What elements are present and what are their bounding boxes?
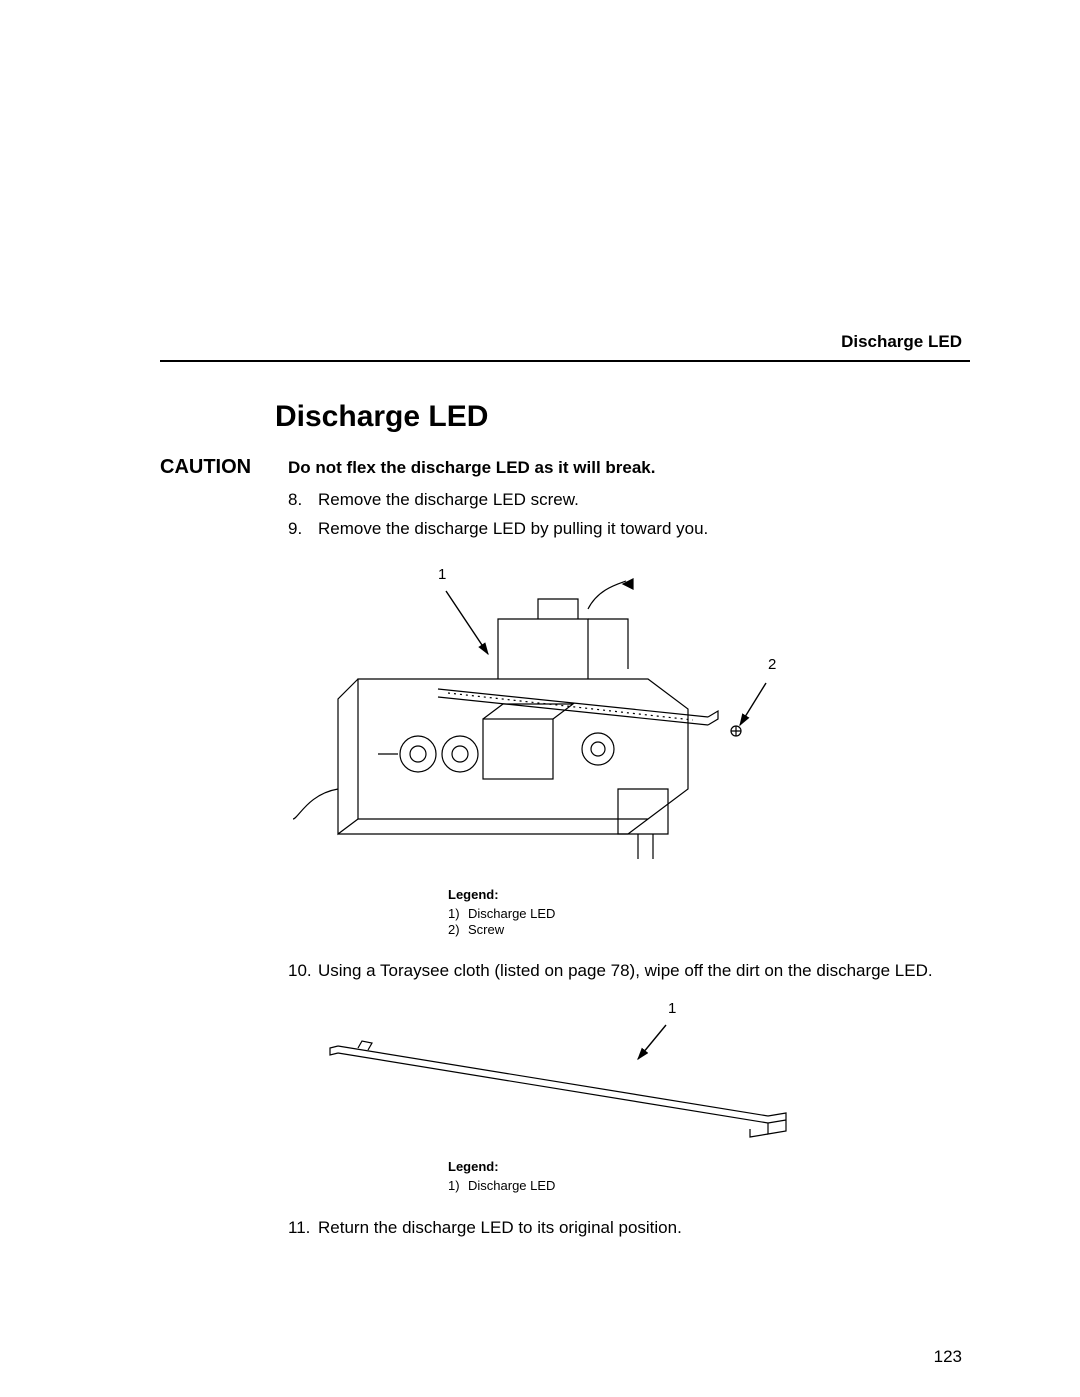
step-item: 9. Remove the discharge LED by pulling i… [288,518,970,541]
document-page: Discharge LED Discharge LED CAUTION Do n… [0,0,1080,1397]
steps-list-c: 11. Return the discharge LED to its orig… [288,1217,970,1240]
steps-list-a: 8. Remove the discharge LED screw. 9. Re… [288,489,970,541]
figure-1-legend: Legend: 1)Discharge LED 2)Screw [448,887,970,939]
step-item: 11. Return the discharge LED to its orig… [288,1217,970,1240]
step-item: 8. Remove the discharge LED screw. [288,489,970,512]
step-number: 8. [288,489,318,512]
caution-label: CAUTION [160,456,288,479]
step-text: Using a Toraysee cloth (listed on page 7… [318,960,933,983]
figure-2-svg: 1 [288,1001,828,1151]
section-title: Discharge LED [275,400,970,434]
step-number: 11. [288,1217,318,1240]
caution-row: CAUTION Do not flex the discharge LED as… [160,456,970,479]
figure-1-svg: 1 2 [288,559,828,879]
running-head: Discharge LED [841,332,962,352]
figure-1: 1 2 Legend: 1)Discharge LED 2)Screw [288,559,970,939]
figure-2-legend: Legend: 1)Discharge LED [448,1159,970,1194]
callout-label: 1 [438,566,446,583]
caution-text: Do not flex the discharge LED as it will… [288,458,655,478]
legend-item: 1)Discharge LED [448,906,970,922]
step-text: Remove the discharge LED screw. [318,489,579,512]
callout-label: 2 [768,656,776,673]
callout-label: 1 [668,1001,676,1017]
page-number: 123 [934,1347,962,1367]
step-number: 10. [288,960,318,983]
figure-2: 1 Legend: 1)Discharge LED [288,1001,970,1194]
legend-item: 2)Screw [448,922,970,938]
header-rule [160,360,970,362]
step-text: Return the discharge LED to its original… [318,1217,682,1240]
step-text: Remove the discharge LED by pulling it t… [318,518,708,541]
legend-title: Legend: [448,887,970,902]
step-number: 9. [288,518,318,541]
steps-list-b: 10. Using a Toraysee cloth (listed on pa… [288,960,970,983]
legend-item: 1)Discharge LED [448,1178,970,1194]
legend-title: Legend: [448,1159,970,1174]
step-item: 10. Using a Toraysee cloth (listed on pa… [288,960,970,983]
